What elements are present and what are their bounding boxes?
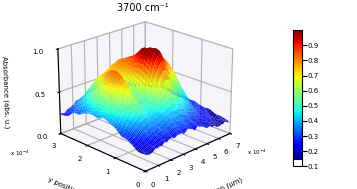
Y-axis label: y position (μm): y position (μm) [47,176,99,189]
X-axis label: x position (μm): x position (μm) [192,176,243,189]
Title: 3700 cm⁻¹: 3700 cm⁻¹ [117,3,169,13]
